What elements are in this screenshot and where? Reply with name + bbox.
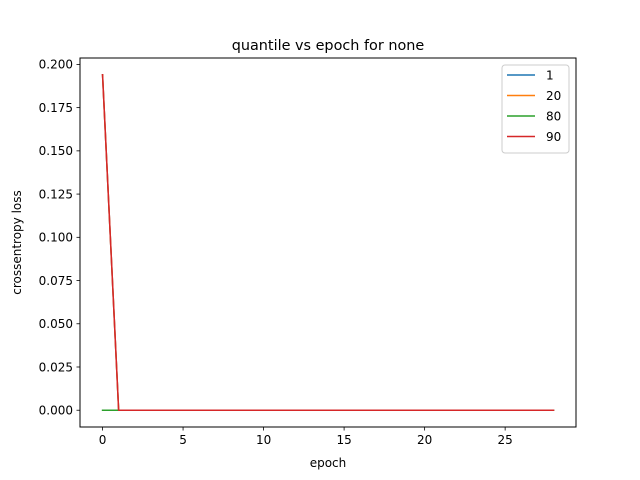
y-tick-label: 0.025 <box>39 360 73 374</box>
y-axis-label: crossentropy loss <box>10 190 24 295</box>
y-tick-label: 0.175 <box>39 101 73 115</box>
series-lines <box>101 73 555 411</box>
series-line-90 <box>101 73 555 411</box>
legend: 1 20 80 90 <box>501 64 570 154</box>
x-tick-label: 25 <box>498 433 513 447</box>
legend-label-20: 20 <box>546 89 561 103</box>
x-axis-label: epoch <box>310 456 347 470</box>
y-tick-label: 0.150 <box>39 144 73 158</box>
legend-box <box>501 64 570 154</box>
x-tick-label: 15 <box>336 433 351 447</box>
y-axis-ticks: 0.000 0.025 0.050 0.075 0.100 0.125 0.150 0.175… <box>39 58 80 418</box>
x-axis-ticks: 0 5 10 15 20 25 <box>99 427 513 447</box>
chart-title: quantile vs epoch for none <box>232 38 425 54</box>
legend-items: 1 20 80 90 <box>507 68 561 144</box>
axes-frame <box>79 57 577 428</box>
legend-label-80: 80 <box>546 109 561 123</box>
y-tick-label: 0.200 <box>39 58 73 72</box>
x-tick-label: 5 <box>179 433 187 447</box>
legend-label-90: 90 <box>546 130 561 144</box>
x-tick-label: 20 <box>417 433 432 447</box>
y-tick-label: 0.125 <box>39 187 73 201</box>
plot-area: 0 5 10 15 20 25 0.000 0.025 0.050 0.075 0.100 0.12… <box>39 57 577 447</box>
legend-label-1: 1 <box>546 68 554 82</box>
y-tick-label: 0.050 <box>39 317 73 331</box>
y-tick-label: 0.000 <box>39 404 73 418</box>
x-tick-label: 0 <box>99 433 107 447</box>
y-tick-label: 0.075 <box>39 274 73 288</box>
y-tick-label: 0.100 <box>39 231 73 245</box>
x-tick-label: 10 <box>256 433 271 447</box>
